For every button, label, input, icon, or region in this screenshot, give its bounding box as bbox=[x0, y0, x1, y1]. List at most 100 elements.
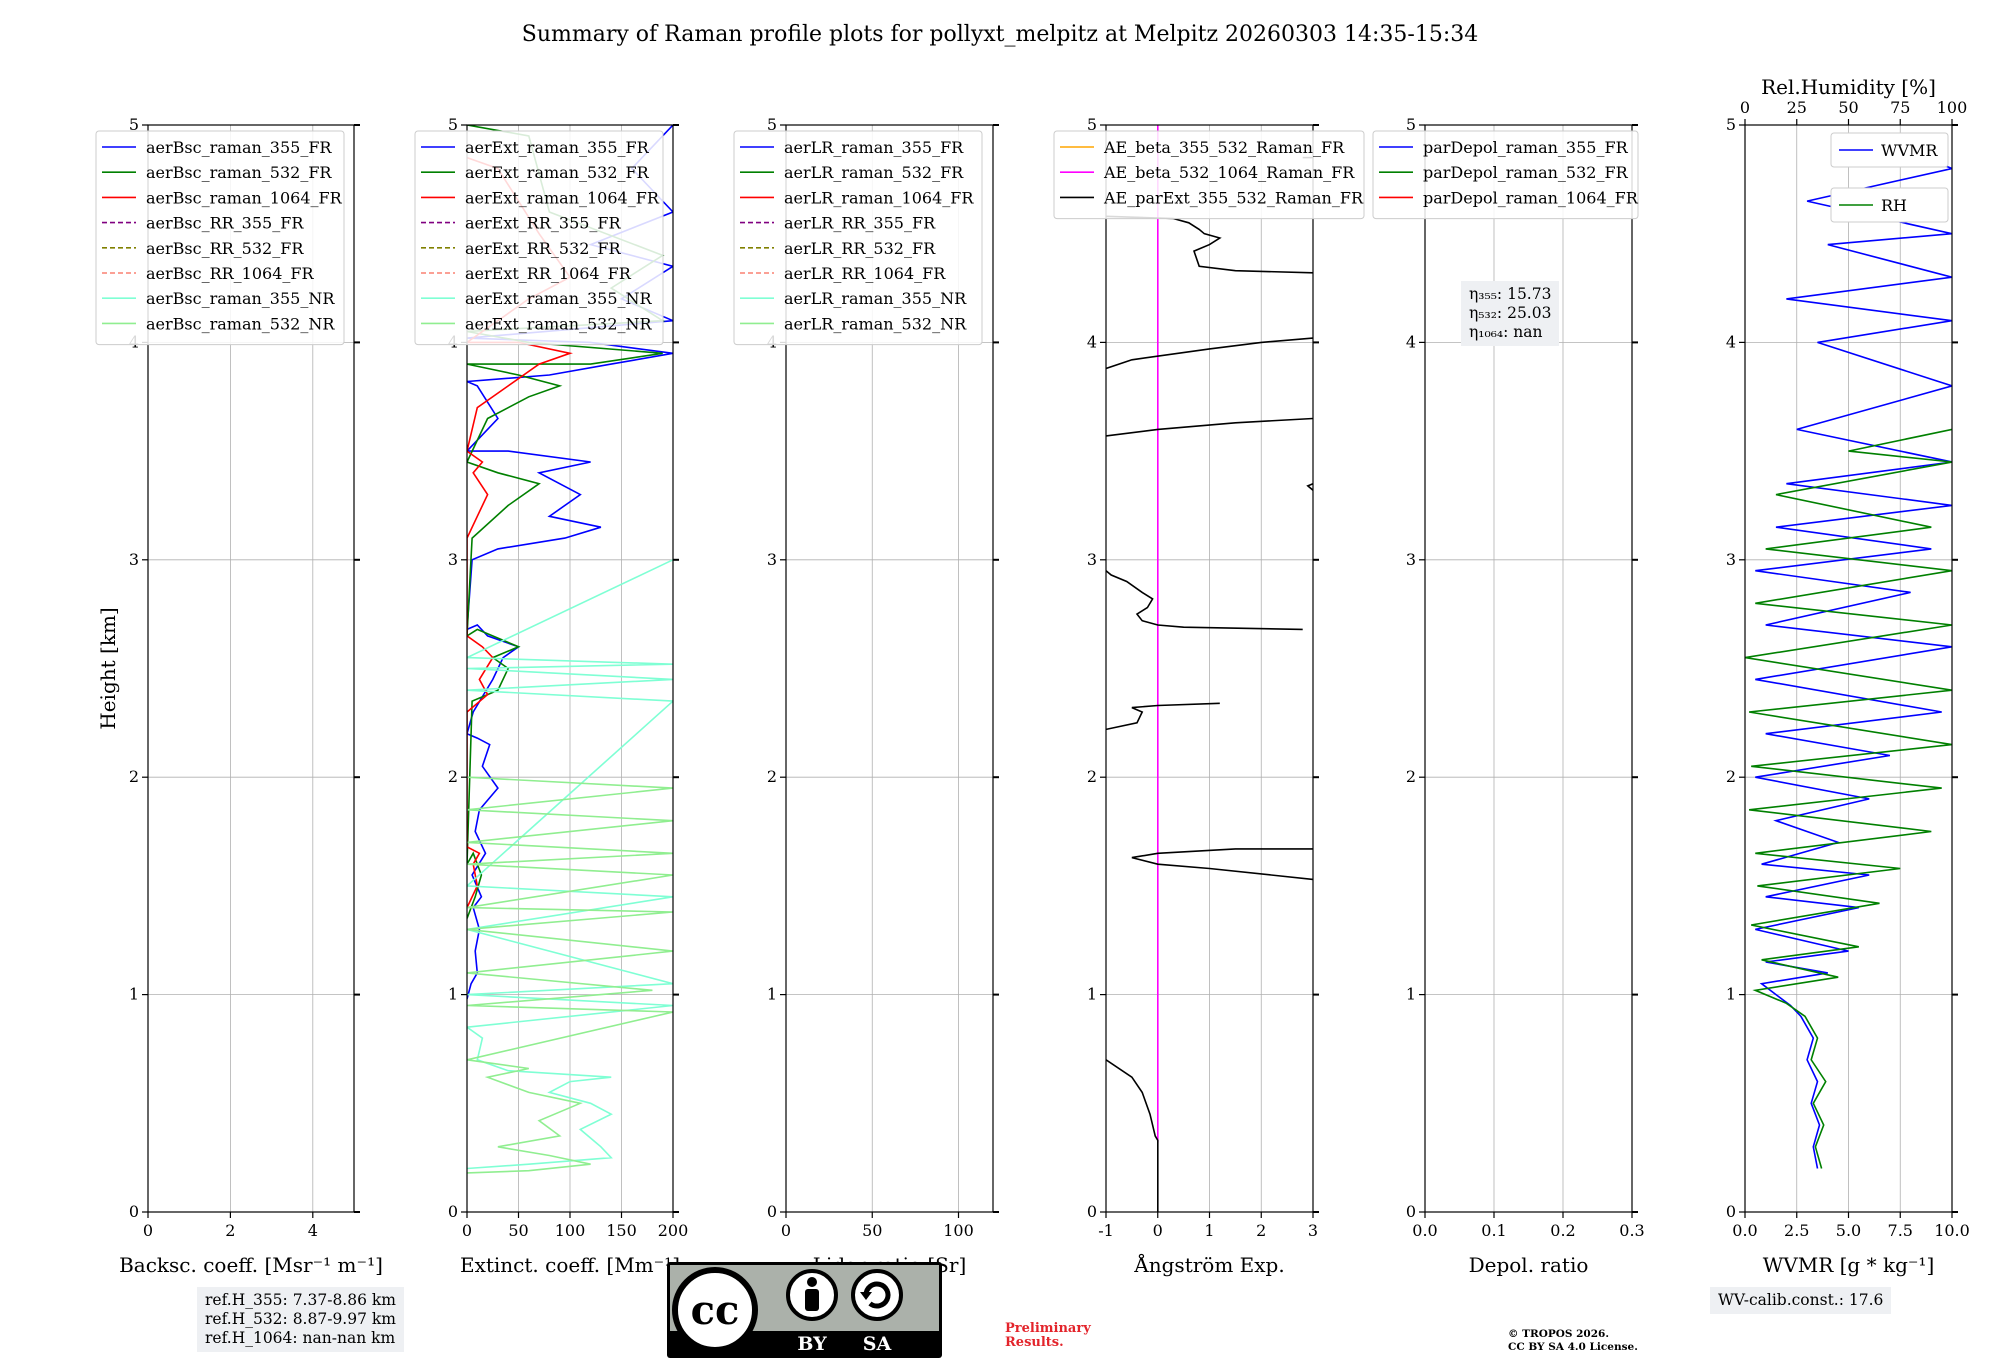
y-tick-label: 5 bbox=[1726, 115, 1736, 134]
y-tick-label: 5 bbox=[1087, 115, 1097, 134]
y-tick-label: 3 bbox=[129, 550, 139, 569]
top-x-tick-label: 25 bbox=[1787, 98, 1807, 117]
series-RH bbox=[1745, 428, 1952, 1169]
x-tick-label: 0 bbox=[462, 1221, 472, 1240]
y-tick-label: 2 bbox=[1726, 767, 1736, 786]
y-tick-label: 2 bbox=[448, 767, 458, 786]
top-x-tick-label: 50 bbox=[1838, 98, 1858, 117]
y-tick-label: 1 bbox=[1726, 985, 1736, 1004]
x-tick-label: 0.2 bbox=[1550, 1221, 1575, 1240]
top-x-tick-label: 75 bbox=[1890, 98, 1910, 117]
copyright-note: © TROPOS 2026. CC BY SA 4.0 License. bbox=[1508, 1328, 1638, 1354]
x-tick-label: 7.5 bbox=[1888, 1221, 1913, 1240]
axes-frame bbox=[785, 124, 994, 1213]
preliminary-line1: Preliminary bbox=[1005, 1321, 1091, 1336]
cc-sa-label: SA bbox=[863, 1333, 892, 1355]
legend-label: aerExt_RR_1064_FR bbox=[465, 264, 632, 283]
y-tick-label: 2 bbox=[129, 767, 139, 786]
legend-label: aerBsc_raman_532_FR bbox=[146, 163, 332, 182]
cc-by-sa-badge: cc BY SA bbox=[667, 1262, 942, 1358]
series-aerExt_raman_355_NR bbox=[467, 559, 673, 1170]
legend-box bbox=[1053, 130, 1365, 220]
cc-logo-circle bbox=[672, 1267, 758, 1353]
legend-label: aerBsc_raman_355_NR bbox=[146, 289, 335, 308]
series-aerExt_raman_532_NR bbox=[467, 776, 673, 1174]
y-tick-label: 1 bbox=[1087, 985, 1097, 1004]
by-person-head bbox=[807, 1277, 817, 1287]
legend-label: parDepol_raman_1064_FR bbox=[1423, 188, 1639, 207]
x-axis-label: WVMR [g * kg⁻¹] bbox=[1763, 1253, 1935, 1277]
axes-frame bbox=[1424, 124, 1633, 1213]
wv-calib-box: WV-calib.const.: 17.6 bbox=[1710, 1287, 1892, 1314]
legend-label: WVMR bbox=[1881, 141, 1938, 160]
x-tick-label: 200 bbox=[658, 1221, 689, 1240]
y-tick-label: 3 bbox=[767, 550, 777, 569]
top-x-tick-label: 100 bbox=[1937, 98, 1968, 117]
x-tick-label: 150 bbox=[606, 1221, 637, 1240]
y-tick-label: 3 bbox=[448, 550, 458, 569]
legend-label: aerLR_RR_532_FR bbox=[784, 239, 936, 258]
x-tick-label: 4 bbox=[308, 1221, 318, 1240]
series-AE_parExt_355_532_Raman_FR bbox=[1106, 702, 1220, 731]
legend-label: aerExt_RR_532_FR bbox=[465, 239, 622, 258]
y-axis-label: Height [km] bbox=[96, 607, 120, 729]
cc-logo-text: cc bbox=[691, 1287, 740, 1334]
panel-wvmr: 0.0 2.5 5.0 7.5 10.0 0 1 2 3 4 5 WVMR [g * kg⁻¹] 0 25… bbox=[1726, 75, 1970, 1277]
legend-label: aerLR_RR_1064_FR bbox=[784, 264, 946, 283]
legend-label: aerExt_raman_355_FR bbox=[465, 138, 650, 157]
legend-box bbox=[95, 130, 345, 346]
x-axis-label: Backsc. coeff. [Msr⁻¹ m⁻¹] bbox=[119, 1253, 383, 1277]
y-tick-label: 1 bbox=[1406, 985, 1416, 1004]
legend-label: aerLR_RR_355_FR bbox=[784, 214, 936, 233]
x-tick-label: 0 bbox=[143, 1221, 153, 1240]
wv-calib-const: WV-calib.const.: 17.6 bbox=[1718, 1291, 1884, 1309]
ref-h-532: ref.H_532: 8.87-9.97 km bbox=[205, 1310, 396, 1328]
series-AE_parExt_355_532_Raman_FR bbox=[1106, 337, 1313, 370]
axes-frame bbox=[147, 124, 355, 1213]
sa-arrow-arc bbox=[863, 1281, 891, 1309]
legend-label: aerLR_raman_532_FR bbox=[784, 163, 964, 182]
eta-box: η₃₅₅: 15.73 η₅₃₂: 25.03 η₁₀₆₄: nan bbox=[1461, 281, 1560, 346]
y-tick-label: 5 bbox=[129, 115, 139, 134]
y-tick-label: 4 bbox=[1726, 332, 1736, 351]
legend-box bbox=[1372, 130, 1639, 220]
y-tick-label: 0 bbox=[1406, 1202, 1416, 1221]
cc-by-label: BY bbox=[797, 1333, 827, 1355]
series-AE_parExt_355_532_Raman_FR bbox=[1131, 848, 1313, 881]
x-tick-label: 0 bbox=[781, 1221, 791, 1240]
x-tick-label: 10.0 bbox=[1934, 1221, 1970, 1240]
by-person-body bbox=[805, 1289, 819, 1311]
legend-label: aerExt_raman_355_NR bbox=[465, 289, 653, 308]
top-x-tick-label: 0 bbox=[1740, 98, 1750, 117]
y-tick-label: 0 bbox=[1726, 1202, 1736, 1221]
panel-backscatter: 024012345Backsc. coeff. [Msr⁻¹ m⁻¹]Heigh… bbox=[95, 115, 383, 1277]
panel-extinction: 050100150200012345Extinct. coeff. [Mm⁻¹]… bbox=[414, 115, 689, 1277]
x-tick-label: 1 bbox=[1204, 1221, 1214, 1240]
legend-label: aerBsc_RR_1064_FR bbox=[146, 264, 315, 283]
y-tick-label: 5 bbox=[1406, 115, 1416, 134]
legend-label: aerLR_raman_355_FR bbox=[784, 138, 964, 157]
preliminary-line2: Results. bbox=[1005, 1335, 1064, 1350]
y-tick-label: 2 bbox=[767, 767, 777, 786]
x-tick-label: 100 bbox=[555, 1221, 586, 1240]
copyright-line1: © TROPOS 2026. bbox=[1508, 1328, 1610, 1340]
top-x-axis-label: Rel.Humidity [%] bbox=[1761, 75, 1936, 99]
x-tick-label: 2 bbox=[1256, 1221, 1266, 1240]
x-tick-label: 2 bbox=[225, 1221, 235, 1240]
x-tick-label: 50 bbox=[862, 1221, 882, 1240]
y-tick-label: 2 bbox=[1087, 767, 1097, 786]
x-axis-label: Depol. ratio bbox=[1469, 1253, 1589, 1277]
y-tick-label: 5 bbox=[448, 115, 458, 134]
x-tick-label: 100 bbox=[943, 1221, 974, 1240]
y-tick-label: 1 bbox=[767, 985, 777, 1004]
legend-box bbox=[414, 130, 664, 346]
series-AE_parExt_355_532_Raman_FR bbox=[1106, 570, 1303, 631]
series-AE_parExt_355_532_Raman_FR bbox=[1106, 417, 1313, 437]
x-tick-label: 0.3 bbox=[1619, 1221, 1644, 1240]
series-AE_parExt_355_532_Raman_FR bbox=[1306, 482, 1313, 491]
legend-label: aerBsc_raman_1064_FR bbox=[146, 188, 343, 207]
sa-arrow-head bbox=[860, 1292, 872, 1300]
x-axis-label: Extinct. coeff. [Mm⁻¹] bbox=[460, 1253, 680, 1277]
